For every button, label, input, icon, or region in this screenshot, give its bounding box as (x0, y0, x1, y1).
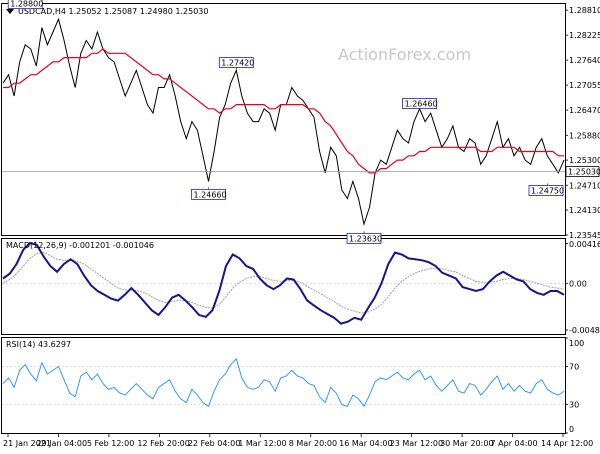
rsi-layer: RSI(14) 43.6297 (2, 340, 565, 408)
rsi-line (2, 358, 565, 408)
price-ytick-label-3: 1.27055 (569, 81, 600, 90)
xtick-label-10: 7 Apr 04:00 (491, 439, 538, 448)
current-price-badge (565, 166, 600, 177)
price-ytick-label-7: 1.24710 (569, 181, 600, 190)
annotation-box-5 (528, 185, 564, 196)
price-ytick-label-5: 1.25880 (569, 131, 600, 140)
moving-average-line (3, 48, 564, 174)
price-ytick-label-1: 1.28225 (569, 31, 600, 40)
xtick-label-2: 5 Feb 12:00 (87, 439, 134, 448)
price-ytick-label-6: 1.25300 (569, 156, 600, 165)
price-ytick-label-2: 1.27640 (569, 56, 600, 65)
xtick-label-3: 12 Feb 20:00 (137, 439, 189, 448)
collapse-triangle-icon[interactable] (6, 9, 14, 14)
annotation-label-4: 1.26460 (405, 100, 438, 109)
rsi-panel-frame (1, 337, 566, 434)
xtick-label-5: 1 Mar 12:00 (238, 439, 286, 448)
macd-panel-frame (1, 238, 566, 335)
annotation-label-5: 1.24750 (531, 187, 564, 196)
xtick-label-8: 23 Mar 12:00 (390, 439, 443, 448)
price-ytick-label-9: 1.23545 (569, 231, 600, 240)
rsi-ytick-label-3: 0 (569, 425, 574, 434)
xtick-label-0: 21 Jan 2021 (3, 439, 51, 448)
xtick-label-9: 30 Mar 20:00 (440, 439, 493, 448)
macd-ytick-label-0: 0.00416 (569, 240, 600, 249)
price-panel-frame (1, 3, 566, 236)
price-ytick-label-0: 1.28810 (569, 6, 600, 15)
annotation-label-0: 1.28800 (10, 0, 43, 9)
annotation-label-1: 1.27420 (221, 59, 254, 68)
price-layer: 1.28800 1.27420 1.24660 1.23630 1.26460 1.247… (2, 0, 565, 244)
price-ytick-label-8: 1.24130 (569, 206, 600, 215)
rsi-ytick-label-0: 100 (569, 339, 584, 348)
annotation-label-2: 1.24660 (194, 190, 227, 199)
macd-title: MACD(12,26,9) -0.001201 -0.001046 (6, 241, 154, 250)
macd-ytick-label-2: -0.004871 (569, 326, 600, 335)
annotation-label-3: 1.23630 (349, 234, 382, 243)
xtick-label-7: 16 Mar 04:00 (339, 439, 392, 448)
rsi-title: RSI(14) 43.6297 (6, 340, 71, 349)
current-price-label: 1.25030 (568, 168, 600, 177)
price-ytick-label-4: 1.26470 (569, 106, 600, 115)
xtick-label-6: 8 Mar 20:00 (289, 439, 337, 448)
macd-line (2, 241, 565, 325)
watermark: ActionForex.com (338, 45, 471, 64)
chart-header: USDCAD,H4 1.25052 1.25087 1.24980 1.2503… (18, 7, 208, 16)
rsi-ytick-label-1: 70 (569, 363, 579, 372)
macd-ytick-label-1: 0.00 (569, 279, 587, 288)
xtick-label-11: 14 Apr 12:00 (541, 439, 593, 448)
rsi-ytick-label-2: 30 (569, 401, 579, 410)
xtick-label-1: 29 Jan 04:00 (36, 439, 87, 448)
axis-layer: 1.28810 1.28225 1.27640 1.27055 1.26470 1.258… (3, 6, 600, 448)
macd-layer: MACD(12,26,9) -0.001201 -0.001046 (2, 241, 565, 325)
xtick-label-4: 22 Feb 04:00 (188, 439, 240, 448)
